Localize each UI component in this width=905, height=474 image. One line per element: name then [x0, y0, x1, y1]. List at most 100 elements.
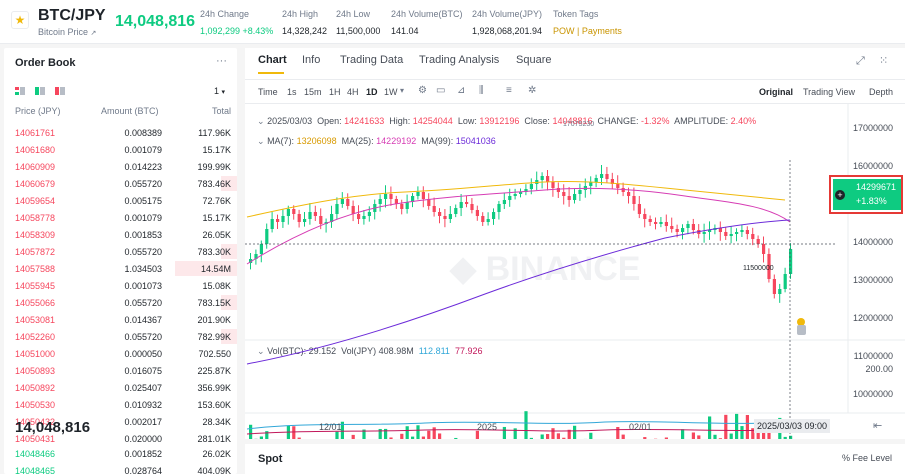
interval-15m[interactable]: 15m [304, 87, 322, 97]
candlestick-chart[interactable]: ◆ BINANCE [245, 104, 905, 439]
draw-tool-icon[interactable]: ▭ [436, 85, 446, 96]
candle [405, 202, 409, 209]
ask-amount: 0.001853 [124, 230, 162, 240]
grid-layout-icon[interactable]: ⁙ [879, 55, 889, 67]
expand-icon[interactable]: ⤢ [856, 55, 865, 67]
ask-row[interactable]: 14052260 0.055720 782.99K [4, 328, 237, 345]
last-price: 14,048,816 [115, 13, 196, 30]
fit-screen-icon[interactable]: ⇤ [873, 420, 883, 432]
pair-subtitle[interactable]: Bitcoin Price ↗ [38, 27, 97, 37]
ask-row[interactable]: 14061680 0.001079 15.17K [4, 141, 237, 158]
tab-info[interactable]: Info [302, 54, 321, 66]
ask-row[interactable]: 14055066 0.055720 783.15K [4, 294, 237, 311]
ask-total: 28.34K [202, 417, 231, 427]
view-original[interactable]: Original [759, 87, 794, 97]
ask-amount: 0.055720 [124, 179, 162, 189]
tab-square[interactable]: Square [516, 54, 552, 66]
bids-only-icon[interactable] [35, 87, 45, 95]
precision-select[interactable]: 1 ▾ [213, 86, 225, 96]
volume-bar [351, 434, 355, 439]
tab-trading-data[interactable]: Trading Data [340, 54, 404, 66]
interval-1h[interactable]: 1H [329, 87, 341, 97]
bid-row[interactable]: 14048465 0.028764 404.09K [4, 462, 237, 474]
volume-bar [405, 426, 409, 439]
tab-trading-analysis[interactable]: Trading Analysis [419, 54, 500, 66]
candle [400, 204, 404, 209]
ask-price: 14060909 [15, 162, 56, 172]
add-order-icon[interactable]: + [835, 190, 845, 200]
tag-pow[interactable]: POW [553, 26, 575, 36]
spot-title[interactable]: Spot [258, 453, 283, 465]
pair-name[interactable]: BTC/JPY [38, 7, 106, 24]
bid-row[interactable]: 14048466 0.001852 26.02K [4, 445, 237, 462]
ask-row[interactable]: 14058778 0.001079 15.17K [4, 209, 237, 226]
interval-time[interactable]: Time [258, 87, 278, 97]
fee-level-link[interactable]: % Fee Level [842, 453, 893, 463]
candle [767, 254, 771, 279]
bid-price: 14048465 [15, 466, 56, 474]
ask-row[interactable]: 14050431 0.020000 281.01K [4, 430, 237, 447]
ask-amount: 0.016075 [124, 366, 162, 376]
time-label-dec: 12/01 [319, 422, 342, 432]
ask-row[interactable]: 14050530 0.010932 153.60K [4, 396, 237, 413]
ask-row[interactable]: 14051000 0.000050 702.550 [4, 345, 237, 362]
favorite-star-icon[interactable]: ★ [11, 11, 29, 29]
candle [778, 289, 782, 294]
ask-row[interactable]: 14059654 0.005175 72.76K [4, 192, 237, 209]
chart-type-icon[interactable]: ⊿ [457, 85, 466, 96]
candle [448, 214, 452, 219]
ask-total: 153.60K [197, 400, 231, 410]
interval-4h[interactable]: 4H [347, 87, 359, 97]
layers-icon[interactable]: ≡ [506, 85, 512, 96]
ask-row[interactable]: 14053081 0.014367 201.90K [4, 311, 237, 328]
volume-bar [697, 435, 701, 439]
current-price-tag[interactable]: + 14299671 +1.83% [829, 175, 903, 214]
ask-price: 14058778 [15, 213, 56, 223]
candles-icon[interactable]: ⫼ [479, 85, 484, 96]
indicators-icon[interactable]: ⚙ [418, 85, 427, 96]
volume-bar [438, 433, 442, 439]
volume-bar [708, 416, 712, 439]
ask-row[interactable]: 14061761 0.008389 117.96K [4, 124, 237, 141]
stack-icon[interactable] [797, 325, 806, 335]
interval-1d[interactable]: 1D [366, 87, 378, 97]
collapse-icon: ⌄ [257, 116, 265, 126]
tag-payments[interactable]: Payments [581, 26, 622, 36]
ask-row[interactable]: 14057588 1.034503 14.54M [4, 260, 237, 277]
candle [313, 212, 317, 216]
settings-icon[interactable]: ✲ [528, 85, 537, 96]
ask-row[interactable]: 14058309 0.001853 26.05K [4, 226, 237, 243]
ask-row[interactable]: 14057872 0.055720 783.30K [4, 243, 237, 260]
candle [438, 212, 442, 216]
asks-only-icon[interactable] [55, 87, 65, 95]
candle [384, 194, 388, 199]
ask-amount: 1.034503 [124, 264, 162, 274]
alert-icon[interactable] [797, 318, 805, 326]
ask-row[interactable]: 14050892 0.025407 356.99K [4, 379, 237, 396]
interval-dropdown-icon[interactable]: ▾ [400, 86, 405, 95]
ask-row[interactable]: 14060909 0.014223 199.99K [4, 158, 237, 175]
stat-volume-btc-value: 141.04 [391, 26, 419, 36]
ask-row[interactable]: 14050893 0.016075 225.87K [4, 362, 237, 379]
ask-amount: 0.025407 [124, 383, 162, 393]
candle [519, 192, 523, 194]
view-depth[interactable]: Depth [869, 87, 894, 97]
candle [502, 200, 506, 204]
volume-bar [384, 428, 388, 439]
candle [735, 232, 739, 234]
candle [465, 202, 469, 204]
volume-bar [751, 428, 755, 439]
candle [708, 230, 712, 232]
ask-row[interactable]: 14050432 0.002017 28.34K [4, 413, 237, 430]
interval-1s[interactable]: 1s [287, 87, 297, 97]
ask-total: 14.54M [200, 264, 231, 274]
binance-watermark: ◆ BINANCE [449, 250, 641, 288]
tab-chart[interactable]: Chart [258, 54, 287, 66]
ask-row[interactable]: 14060679 0.055720 783.46K [4, 175, 237, 192]
interval-1w[interactable]: 1W [384, 87, 398, 97]
ask-price: 14061761 [15, 128, 56, 138]
view-trading-view[interactable]: Trading View [803, 87, 856, 97]
both-sides-icon[interactable] [15, 87, 25, 95]
more-icon[interactable]: ··· [216, 55, 227, 67]
ask-row[interactable]: 14055945 0.001073 15.08K [4, 277, 237, 294]
